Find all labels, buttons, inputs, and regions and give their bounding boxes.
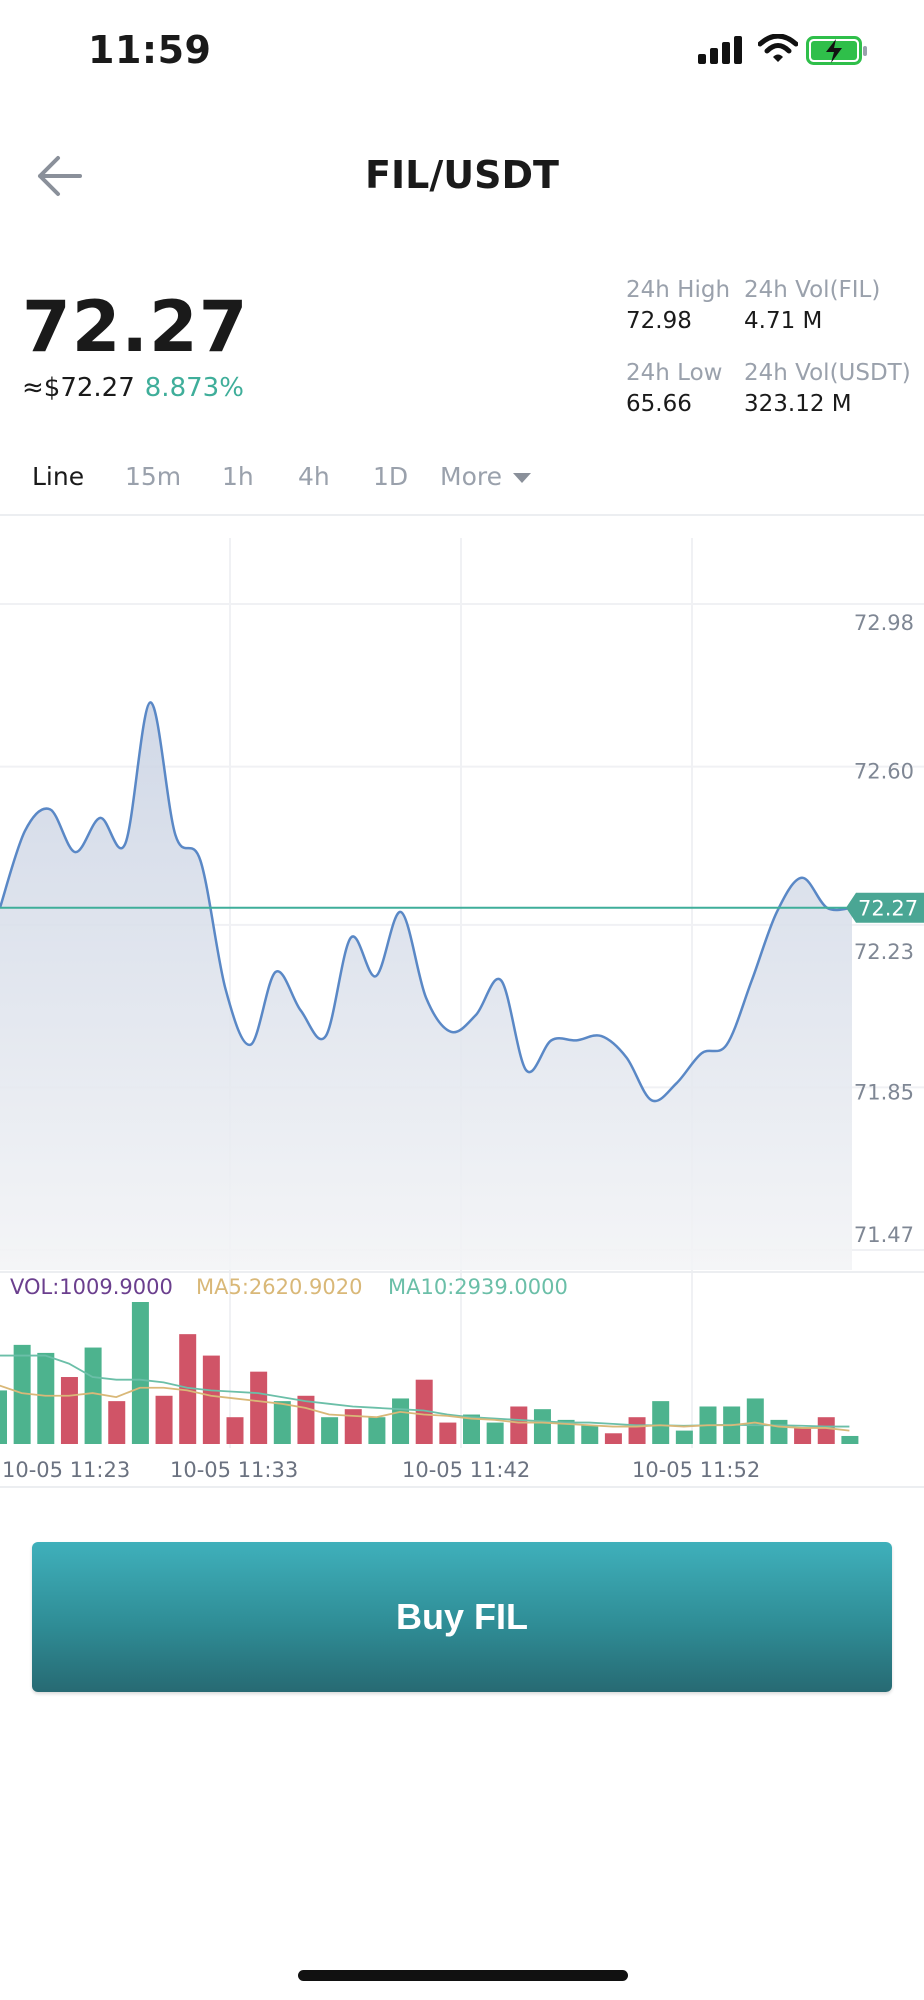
low-24h-label: 24h Low <box>626 360 723 386</box>
volume-bar <box>415 1379 433 1444</box>
volume-bar <box>510 1406 528 1444</box>
low-24h-value: 65.66 <box>626 391 692 417</box>
volume-bar <box>817 1417 835 1444</box>
current-price-tag <box>846 892 924 923</box>
vol-usdt-24h-value: 323.12 M <box>744 391 852 417</box>
volume-bar <box>37 1352 55 1444</box>
volume-bar <box>321 1417 339 1444</box>
ma5-legend: MA5:2620.9020 <box>196 1275 362 1299</box>
volume-bar <box>392 1398 410 1444</box>
high-24h-value: 72.98 <box>626 308 692 334</box>
volume-bar <box>604 1433 622 1444</box>
volume-bar <box>770 1419 788 1444</box>
price-sub-row: ≈$72.27 8.873% <box>22 373 244 403</box>
y-axis-label: 72.23 <box>854 940 914 964</box>
tab-divider <box>0 514 924 516</box>
volume-bar <box>84 1347 102 1444</box>
buy-fil-button[interactable]: Buy FIL <box>32 1542 892 1692</box>
volume-bar <box>0 1390 7 1444</box>
volume-bar <box>486 1422 504 1444</box>
status-time: 11:59 <box>88 28 212 72</box>
price-change-percent: 8.873% <box>144 373 244 403</box>
volume-bar <box>13 1344 31 1444</box>
current-price-label: 72.27 <box>858 897 918 921</box>
x-axis-label: 10-05 11:33 <box>170 1458 298 1482</box>
volume-bar <box>581 1425 599 1444</box>
volume-bar <box>131 1302 149 1444</box>
volume-bar <box>179 1334 197 1444</box>
x-axis-label: 10-05 11:52 <box>632 1458 760 1482</box>
volume-bar <box>463 1414 480 1444</box>
wifi-icon <box>758 34 798 62</box>
back-arrow-icon[interactable] <box>34 152 86 200</box>
volume-bar <box>675 1430 693 1444</box>
volume-bar <box>202 1355 220 1444</box>
ma10-legend: MA10:2939.0000 <box>388 1275 568 1299</box>
tab-line[interactable]: Line <box>32 462 85 491</box>
y-axis-label: 71.47 <box>854 1223 914 1247</box>
y-axis-label: 72.98 <box>854 611 914 635</box>
volume-bar <box>794 1427 812 1444</box>
volume-bar <box>533 1409 551 1444</box>
battery-charging-icon <box>806 36 867 65</box>
ma5-line <box>0 1384 850 1432</box>
tab-1h[interactable]: 1h <box>222 462 254 491</box>
last-price: 72.27 <box>22 286 249 368</box>
volume-bar <box>841 1435 859 1444</box>
home-indicator <box>298 1970 628 1981</box>
price-chart[interactable]: 72.27 72.98 72.60 72.23 71.85 71.47 10-05 11… <box>0 520 924 1486</box>
y-axis-label: 71.85 <box>854 1080 914 1104</box>
volume-bar <box>746 1398 764 1444</box>
volume-bar <box>368 1417 386 1444</box>
page-title: FIL/USDT <box>365 153 559 197</box>
vol-fil-24h-value: 4.71 M <box>744 308 823 334</box>
volume-bar <box>60 1377 78 1444</box>
price-area <box>0 702 852 1270</box>
vol-usdt-24h-label: 24h Vol(USDT) <box>744 360 911 386</box>
tab-15m[interactable]: 15m <box>125 462 182 491</box>
volume-bar <box>155 1395 173 1444</box>
volume-bar <box>439 1422 457 1444</box>
volume-bar <box>273 1401 291 1444</box>
volume-bar <box>108 1401 126 1444</box>
tab-4h[interactable]: 4h <box>298 462 330 491</box>
volume-bar <box>250 1371 268 1444</box>
cellular-signal-icon <box>698 36 742 64</box>
volume-bar <box>652 1401 670 1444</box>
x-axis-label: 10-05 11:42 <box>402 1458 530 1482</box>
high-24h-label: 24h High <box>626 277 731 303</box>
tab-1d[interactable]: 1D <box>373 462 409 491</box>
vol-fil-24h-label: 24h Vol(FIL) <box>744 277 881 303</box>
price-line <box>0 701 853 1103</box>
volume-bar <box>557 1419 575 1444</box>
x-axis-label: 10-05 11:23 <box>2 1458 130 1482</box>
y-axis-label: 72.60 <box>854 760 914 784</box>
chart-bottom-divider <box>0 1486 924 1488</box>
volume-bar <box>344 1409 362 1444</box>
volume-bar <box>628 1417 646 1444</box>
caret-down-icon[interactable] <box>512 471 532 485</box>
volume-bar <box>226 1417 244 1444</box>
vol-legend: VOL:1009.9000 <box>10 1275 173 1299</box>
tab-more[interactable]: More <box>440 462 502 491</box>
volume-bar <box>297 1395 315 1444</box>
usd-equivalent: ≈$72.27 <box>22 373 135 403</box>
